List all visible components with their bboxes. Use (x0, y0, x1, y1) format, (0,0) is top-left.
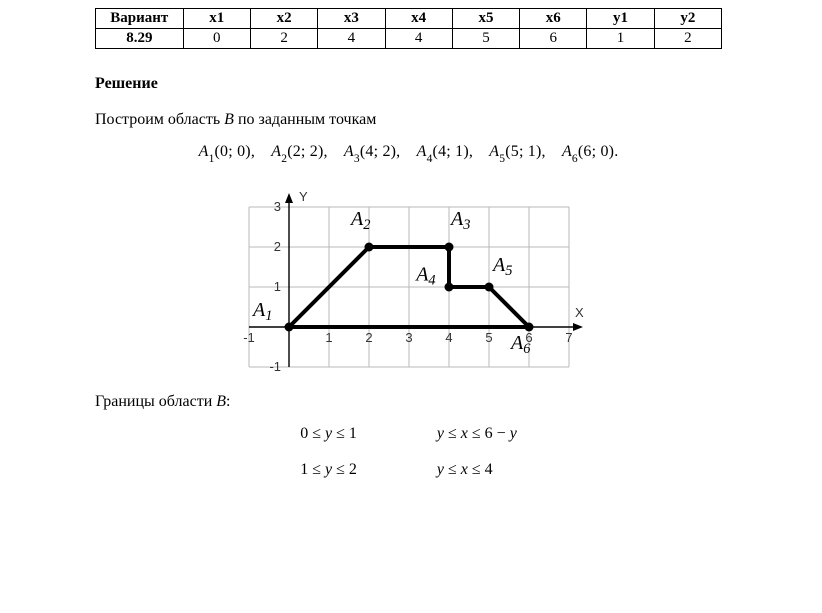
bounds-var: B (216, 393, 226, 410)
cell-value: 2 (250, 29, 317, 49)
col-x4: x4 (385, 9, 452, 29)
bound-expr: y ≤ x ≤ 6 − y (437, 425, 517, 443)
svg-text:-1: -1 (269, 359, 281, 374)
svg-text:Y: Y (299, 189, 308, 204)
cell-value: 4 (318, 29, 385, 49)
bounds-right-col: y ≤ x ≤ 6 − y y ≤ x ≤ 4 (437, 425, 517, 479)
point-item: A5(5; 1), (489, 143, 545, 160)
svg-text:1: 1 (325, 330, 332, 345)
cell-value: 1 (587, 29, 654, 49)
bounds-suffix: : (226, 393, 230, 410)
cell-value: 4 (385, 29, 452, 49)
points-line: A1(0; 0), A2(2; 2), A3(4; 2), A4(4; 1), … (95, 143, 722, 163)
svg-text:X: X (575, 305, 584, 320)
svg-text:-1: -1 (243, 330, 255, 345)
point-item: A2(2; 2), (271, 143, 327, 160)
text-suffix: по заданным точкам (234, 111, 376, 128)
cell-value: 5 (452, 29, 519, 49)
svg-text:5: 5 (485, 330, 492, 345)
col-x3: x3 (318, 9, 385, 29)
col-y1: y1 (587, 9, 654, 29)
svg-text:4: 4 (445, 330, 452, 345)
cell-variant: 8.29 (96, 29, 184, 49)
col-x6: x6 (520, 9, 587, 29)
col-x2: x2 (250, 9, 317, 29)
bounds-block: 0 ≤ y ≤ 11 ≤ y ≤ 2 y ≤ x ≤ 6 − yy ≤ x ≤ … (95, 425, 722, 479)
bounds-prefix: Границы области (95, 393, 216, 410)
point-item: A6(6; 0). (562, 143, 618, 160)
svg-text:1: 1 (273, 279, 280, 294)
col-y2: y2 (654, 9, 721, 29)
cell-value: 0 (183, 29, 250, 49)
region-var: B (224, 111, 234, 128)
svg-text:7: 7 (565, 330, 572, 345)
bounds-left-col: 0 ≤ y ≤ 1 1 ≤ y ≤ 2 (300, 425, 357, 479)
build-region-text: Построим область B по заданным точкам (95, 111, 722, 129)
col-x5: x5 (452, 9, 519, 29)
point-item: A3(4; 2), (344, 143, 400, 160)
bounds-title: Границы области B: (95, 393, 722, 411)
svg-text:2: 2 (273, 239, 280, 254)
data-table: Вариантx1x2x3x4x5x6y1y2 8.2902445612 (95, 8, 722, 49)
svg-text:3: 3 (273, 199, 280, 214)
chart-container: -11234567-1123A1A2A3A4A5A6XY (95, 177, 722, 377)
bound-expr: 0 ≤ y ≤ 1 (300, 425, 357, 443)
text-prefix: Построим область (95, 111, 224, 128)
cell-value: 2 (654, 29, 721, 49)
svg-text:3: 3 (405, 330, 412, 345)
point-item: A1(0; 0), (199, 143, 255, 160)
col-variant: Вариант (96, 9, 184, 29)
bound-expr: y ≤ x ≤ 4 (437, 461, 517, 479)
point-item: A4(4; 1), (417, 143, 473, 160)
col-x1: x1 (183, 9, 250, 29)
solution-heading: Решение (95, 75, 722, 93)
region-chart: -11234567-1123A1A2A3A4A5A6XY (229, 177, 589, 377)
svg-text:2: 2 (365, 330, 372, 345)
bound-expr: 1 ≤ y ≤ 2 (300, 461, 357, 479)
cell-value: 6 (520, 29, 587, 49)
